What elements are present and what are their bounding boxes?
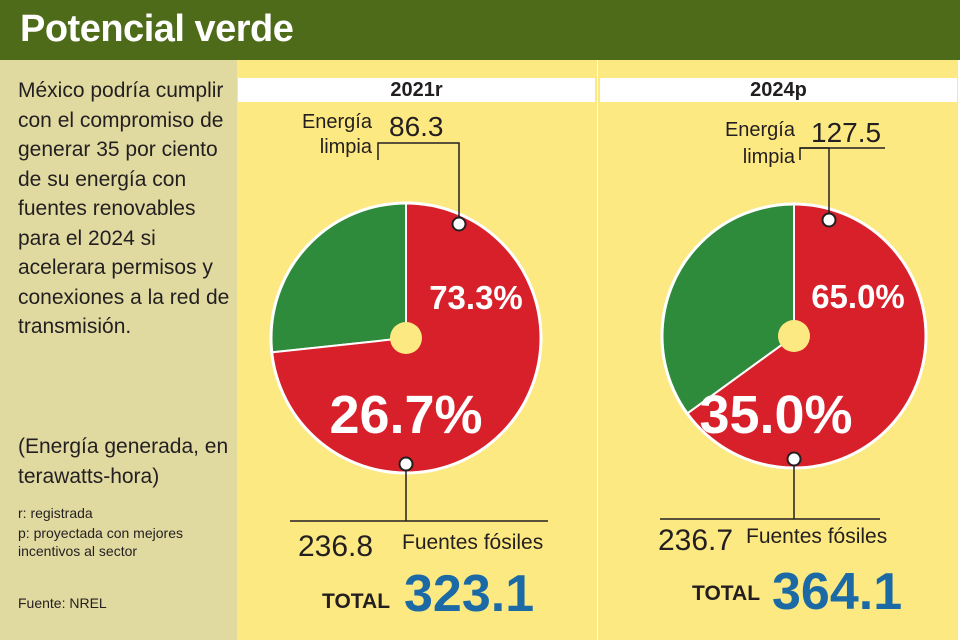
- sidebar: [0, 60, 237, 640]
- marker-clean-2021: [451, 216, 467, 232]
- source-note: Fuente: NREL: [18, 595, 107, 611]
- marker-fossil-2021: [398, 456, 414, 472]
- clean-label-2021-line2: limpia: [320, 136, 373, 158]
- pie-2021-slice-fossil: [270, 201, 407, 354]
- pie-2021-center-dot: [390, 322, 422, 354]
- fossil-value-2024: 236.7: [658, 524, 733, 557]
- clean-label-2024-line1: Energía: [725, 119, 796, 141]
- legend-registrada: r: registrada: [18, 505, 93, 521]
- intro-text: México podría cumplir con el compromiso …: [18, 79, 230, 338]
- pct-fossil-2021: 26.7%: [329, 385, 482, 445]
- fossil-label-2021: Fuentes fósiles: [402, 531, 543, 554]
- clean-value-2021: 86.3: [389, 111, 444, 142]
- leaders-2021: [290, 142, 548, 522]
- clean-value-2024: 127.5: [811, 117, 881, 148]
- legend-proyectada: p: proyectada con mejores incentivos al …: [18, 525, 183, 559]
- clean-label-2021-line1: Energía: [302, 111, 373, 133]
- pct-clean-2021: 73.3%: [429, 279, 523, 316]
- pie-2024-center-dot: [778, 320, 810, 352]
- total-label-2024: TOTAL: [692, 582, 760, 605]
- clean-label-2024-line2: limpia: [743, 146, 796, 168]
- pct-fossil-2024: 35.0%: [699, 385, 852, 445]
- total-value-2021: 323.1: [404, 565, 534, 623]
- marker-clean-2024: [821, 212, 837, 228]
- year-title-2021: 2021r: [238, 78, 595, 102]
- total-value-2024: 364.1: [772, 563, 902, 621]
- units-note: (Energía generada, en terawatts-hora): [18, 435, 229, 488]
- total-label-2021: TOTAL: [322, 590, 390, 613]
- header-bar: Potencial verde: [0, 0, 960, 60]
- page-title: Potencial verde: [20, 8, 294, 50]
- leader-clean-2021: [377, 142, 460, 222]
- year-title-2024: 2024p: [600, 78, 957, 102]
- fossil-value-2021: 236.8: [298, 530, 373, 563]
- fossil-label-2024: Fuentes fósiles: [746, 525, 887, 548]
- leaders-2024: [660, 147, 885, 520]
- pie-2021: [269, 201, 543, 475]
- marker-fossil-2024: [786, 451, 802, 467]
- pie-2024: [660, 202, 928, 470]
- pct-clean-2024: 65.0%: [811, 278, 905, 315]
